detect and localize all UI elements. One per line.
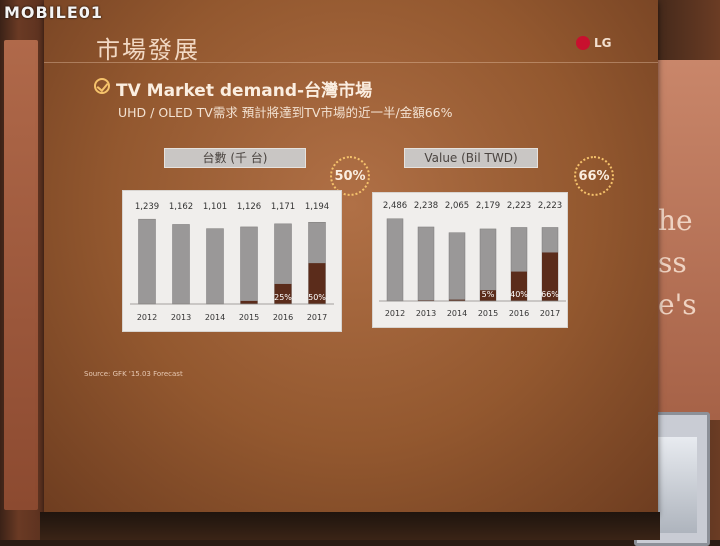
banner-text: he ss e's — [658, 204, 697, 321]
data-label: 1,101 — [203, 202, 227, 212]
chart2-badge: 66% — [574, 156, 614, 196]
room-right-wall: he ss e's — [634, 0, 720, 546]
lg-circle-icon — [576, 36, 590, 50]
left-panel — [4, 40, 38, 510]
bar — [448, 232, 466, 302]
chart2-svg: 2,486 2012 2,238 2013 2,065 2014 5% 2,179 2015 40… — [379, 201, 566, 318]
bar-share-segment — [308, 263, 326, 304]
tick-label: 2012 — [385, 309, 405, 318]
data-label: 2,179 — [476, 201, 500, 211]
tick-label: 2016 — [273, 313, 293, 322]
data-label: 1,239 — [135, 202, 159, 212]
room-left-wall — [0, 0, 46, 540]
data-label: 2,486 — [383, 201, 407, 211]
share-label: 66% — [541, 290, 559, 299]
chart1-badge: 50% — [330, 156, 370, 196]
right-banner: he ss e's — [658, 60, 720, 420]
slide-subtitle: TV Market demand-台灣市場 — [116, 81, 373, 101]
tick-label: 2014 — [205, 313, 225, 322]
slide-subline: UHD / OLED TV需求 預計將達到TV市場的近一半/金額66% — [118, 105, 453, 120]
bar — [206, 228, 224, 305]
screen-bottom-frame — [40, 512, 660, 540]
bar — [172, 224, 190, 305]
data-label: 2,223 — [507, 201, 531, 211]
tick-label: 2012 — [137, 313, 157, 322]
chart1-title: 台數 (千 台) — [164, 148, 306, 168]
bar-share-segment — [274, 283, 292, 304]
tick-label: 2017 — [307, 313, 327, 322]
bar-share-segment — [449, 299, 465, 301]
source-note: Source: GFK '15.03 Forecast — [84, 370, 183, 378]
lg-text: LG — [594, 36, 612, 50]
share-label: 40% — [510, 290, 528, 299]
data-label: 1,162 — [169, 202, 193, 212]
data-label: 1,171 — [271, 202, 295, 212]
share-label: 5% — [482, 290, 495, 299]
tick-label: 2014 — [447, 309, 467, 318]
data-label: 2,238 — [414, 201, 438, 211]
lg-logo: LG — [576, 36, 612, 50]
check-icon — [94, 78, 110, 94]
chart2-title: Value (Bil TWD) — [404, 148, 538, 168]
tick-label: 2013 — [171, 313, 191, 322]
tick-label: 2017 — [540, 309, 560, 318]
share-label: 25% — [274, 293, 292, 302]
data-label: 2,065 — [445, 201, 469, 211]
title-divider — [44, 62, 658, 63]
chart1-panel: 1,239 2012 1,162 2013 1,101 2014 1,126 2015 25% 1… — [122, 190, 342, 332]
slide-title: 市場發展 — [96, 36, 200, 64]
tick-label: 2015 — [478, 309, 498, 318]
bar-share-segment — [542, 252, 558, 301]
bar-share-segment — [240, 300, 258, 304]
bar — [240, 226, 258, 305]
tick-label: 2015 — [239, 313, 259, 322]
chart2-panel: 2,486 2012 2,238 2013 2,065 2014 5% 2,179 2015 40… — [372, 192, 568, 328]
data-label: 1,126 — [237, 202, 261, 212]
tick-label: 2013 — [416, 309, 436, 318]
watermark: MOBILE01 — [4, 3, 104, 22]
chart1-svg: 1,239 2012 1,162 2013 1,101 2014 1,126 2015 25% 1… — [130, 202, 334, 322]
bar — [417, 226, 435, 302]
data-label: 1,194 — [305, 202, 329, 212]
bar-share-segment — [511, 271, 527, 301]
bar — [138, 218, 156, 305]
share-label: 50% — [308, 293, 326, 302]
bar-share-segment — [480, 290, 496, 301]
projection-screen: 市場發展 LG TV Market demand-台灣市場 UHD / OLED… — [44, 0, 658, 514]
tick-label: 2016 — [509, 309, 529, 318]
bar — [386, 218, 404, 302]
data-label: 2,223 — [538, 201, 562, 211]
